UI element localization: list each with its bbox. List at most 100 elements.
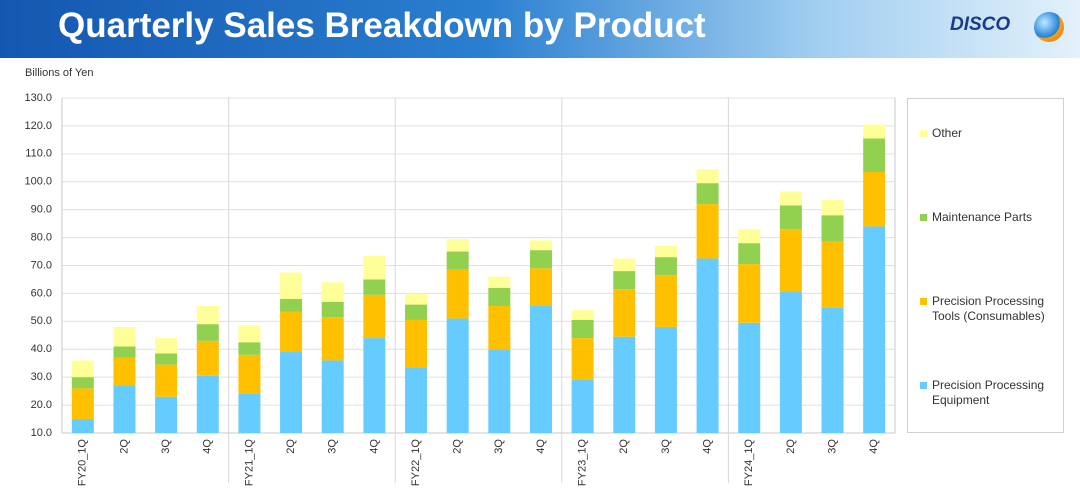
x-tick-label: 4Q: [701, 439, 713, 454]
bar-segment: [571, 319, 594, 339]
logo-text: DISCO: [950, 14, 1011, 35]
bar-segment: [654, 275, 677, 327]
legend-swatch: [920, 298, 927, 305]
bar-segment: [113, 385, 136, 433]
legend-swatch: [920, 130, 927, 137]
x-tick-label: FY20_1Q: [77, 439, 89, 487]
bar-segment: [446, 269, 469, 319]
bar-segment: [280, 272, 303, 299]
legend-label: Other: [932, 126, 963, 140]
bar-segment: [654, 245, 677, 258]
bar-segment: [863, 124, 886, 139]
y-tick-label: 100.0: [24, 176, 52, 188]
bar-segment: [571, 310, 594, 320]
legend-label: Precision Processing Equipment: [932, 378, 1045, 407]
logo-globe: [1034, 12, 1064, 42]
bar-segment: [738, 322, 761, 433]
bar-segment: [613, 336, 636, 433]
bar-segment: [779, 191, 802, 206]
y-tick-label: 70.0: [31, 259, 52, 271]
legend-entry: Other: [920, 126, 1057, 141]
legend-swatch: [920, 382, 927, 389]
bar-segment: [696, 204, 719, 259]
y-tick-label: 10.0: [31, 427, 52, 439]
bar-segment: [363, 294, 386, 339]
bar-segment: [405, 319, 428, 368]
bar-segment: [238, 342, 261, 355]
bar-segment: [238, 393, 261, 433]
bar-segment: [280, 352, 303, 433]
x-tick-label: FY24_1Q: [743, 439, 755, 487]
bar-segment: [280, 311, 303, 353]
legend-entry: Maintenance Parts: [920, 210, 1057, 225]
y-tick-label: 130.0: [24, 92, 52, 104]
x-tick-label: 2Q: [785, 439, 797, 454]
bar-segment: [529, 250, 552, 269]
y-tick-label: 120.0: [24, 120, 52, 132]
bar-segment: [155, 396, 178, 433]
x-tick-label: 3Q: [327, 439, 339, 454]
bar-segment: [654, 326, 677, 433]
x-tick-label: 4Q: [368, 439, 380, 454]
bar-segment: [571, 379, 594, 433]
bar-segment: [529, 305, 552, 433]
bar-segment: [321, 282, 344, 302]
x-tick-label: 2Q: [452, 439, 464, 454]
bar-segment: [71, 419, 94, 433]
x-tick-label: 4Q: [202, 439, 214, 454]
y-tick-label: 60.0: [31, 287, 52, 299]
bar-segment: [779, 229, 802, 293]
bar-segment: [113, 357, 136, 386]
bar-segment: [529, 268, 552, 306]
bar-segment: [738, 229, 761, 244]
bar-segment: [155, 364, 178, 397]
bar-segment: [113, 326, 136, 347]
bar-segment: [613, 289, 636, 337]
bar-segment: [696, 183, 719, 205]
bar-segment: [613, 258, 636, 272]
bar-segment: [446, 318, 469, 433]
bar-segment: [155, 353, 178, 365]
bar-segment: [821, 199, 844, 216]
legend: Other Maintenance Parts Precision Processi…: [907, 98, 1064, 433]
bar-segment: [363, 338, 386, 433]
bar-segment: [113, 346, 136, 358]
bar-segment: [405, 367, 428, 433]
bar-segment: [738, 264, 761, 323]
bar-segment: [863, 226, 886, 433]
bar-segment: [613, 271, 636, 290]
bar-segment: [405, 293, 428, 305]
x-tick-label: 3Q: [660, 439, 672, 454]
x-tick-label: FY23_1Q: [577, 439, 589, 487]
bar-segment: [196, 305, 219, 325]
bar-segment: [71, 388, 94, 420]
bar-segment: [779, 205, 802, 230]
y-tick-label: 20.0: [31, 399, 52, 411]
bar-segment: [238, 354, 261, 394]
bar-segment: [779, 292, 802, 433]
x-tick-label: FY21_1Q: [243, 439, 255, 487]
y-tick-label: 30.0: [31, 371, 52, 383]
bar-segment: [488, 349, 511, 433]
bar-segment: [821, 241, 844, 308]
x-tick-label: 4Q: [535, 439, 547, 454]
x-tick-label: 3Q: [826, 439, 838, 454]
y-tick-label: 90.0: [31, 204, 52, 216]
x-tick-label: FY22_1Q: [410, 439, 422, 487]
y-tick-label: 80.0: [31, 231, 52, 243]
bar-segment: [321, 301, 344, 318]
y-axis-label: Billions of Yen: [25, 67, 94, 79]
y-tick-label: 110.0: [25, 148, 52, 160]
bar-segment: [280, 299, 303, 312]
bar-segment: [363, 279, 386, 295]
bar-segment: [363, 255, 386, 280]
x-tick-label: 3Q: [493, 439, 505, 454]
bar-segment: [738, 243, 761, 265]
bar-segment: [446, 238, 469, 252]
legend-entry: Precision Processing Equipment: [920, 378, 1057, 408]
bar-segment: [196, 375, 219, 433]
legend-swatch: [920, 214, 927, 221]
bar-segment: [821, 215, 844, 242]
x-tick-label: 2Q: [118, 439, 130, 454]
